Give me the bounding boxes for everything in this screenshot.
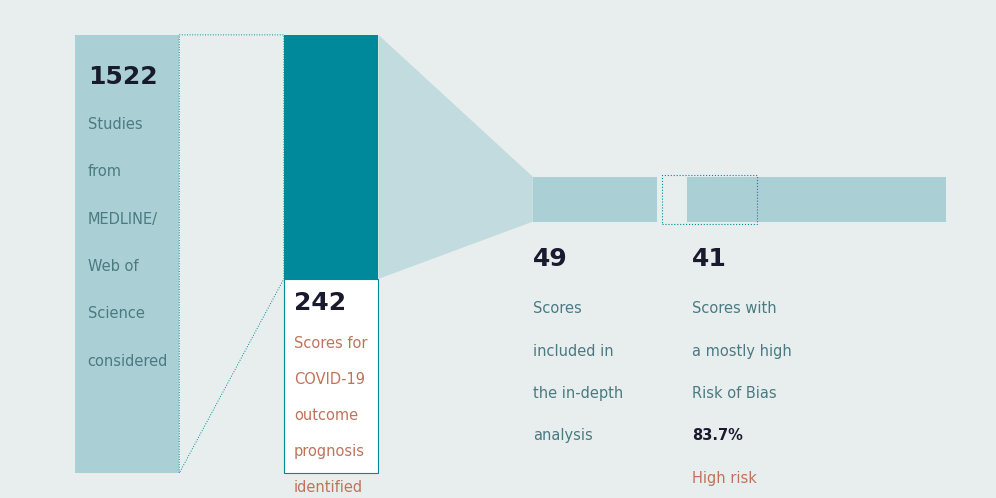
Text: outcome: outcome [294,408,358,423]
Text: Scores for: Scores for [294,336,368,351]
Text: 242: 242 [294,291,346,315]
Text: COVID-19: COVID-19 [294,372,365,387]
Text: Studies: Studies [88,117,142,132]
Text: Risk of Bias: Risk of Bias [692,386,777,401]
Text: the in-depth: the in-depth [533,386,623,401]
Text: Scores: Scores [533,301,582,316]
Text: Scores with: Scores with [692,301,777,316]
Text: from: from [88,164,122,179]
Text: 1522: 1522 [88,65,157,89]
Polygon shape [378,35,533,279]
Text: Web of: Web of [88,259,138,274]
Text: 41: 41 [692,247,727,270]
Text: MEDLINE/: MEDLINE/ [88,212,157,227]
Text: prognosis: prognosis [294,444,365,459]
Bar [687,177,762,222]
Text: 49: 49 [533,247,568,270]
Text: included in: included in [533,344,614,359]
Bar [284,35,378,279]
Bar [662,175,757,224]
Bar [75,35,179,473]
Text: analysis: analysis [533,428,593,443]
Bar [692,177,946,222]
Text: considered: considered [88,354,168,369]
Text: High risk: High risk [692,471,757,486]
Bar [533,177,657,222]
Text: 83.7%: 83.7% [692,428,743,443]
Polygon shape [179,35,284,473]
Text: a mostly high: a mostly high [692,344,792,359]
Bar [284,279,378,473]
Text: identified: identified [294,480,363,495]
Text: Science: Science [88,306,144,321]
